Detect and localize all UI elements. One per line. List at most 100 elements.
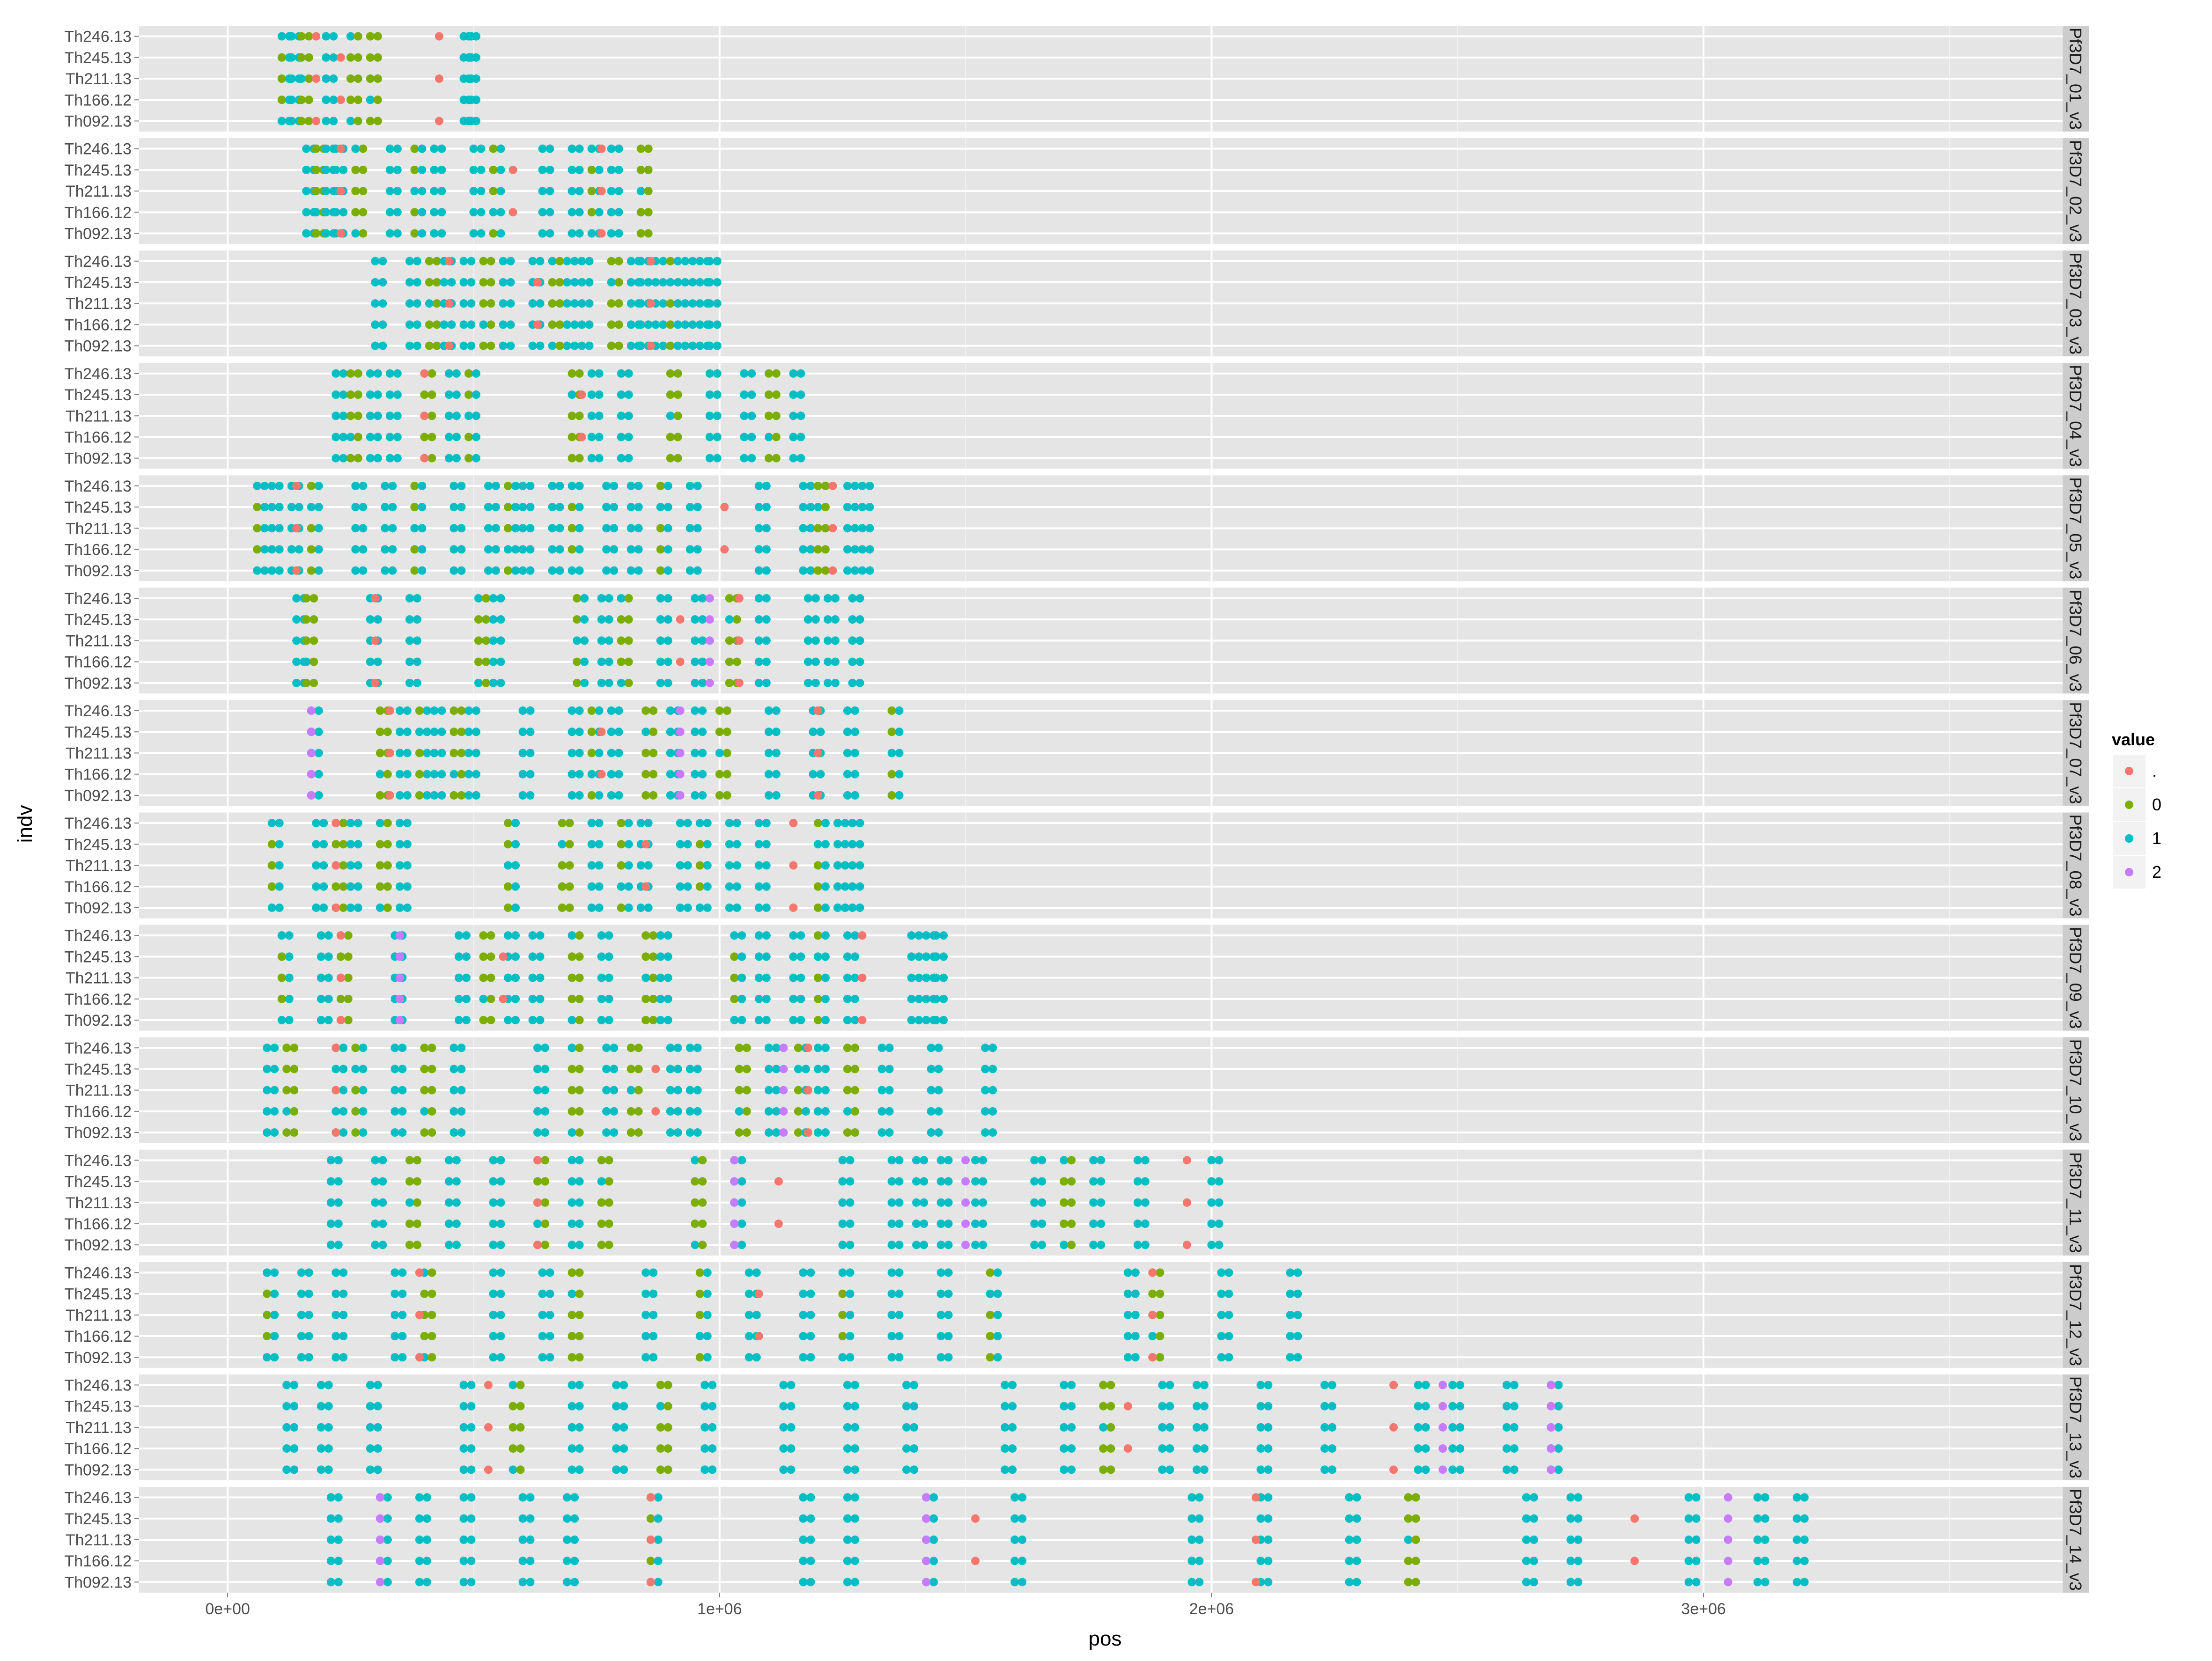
data-point (326, 1493, 335, 1502)
data-point (1547, 1381, 1556, 1389)
data-point (503, 973, 512, 982)
data-point (457, 1044, 466, 1052)
data-point (686, 503, 694, 512)
data-point (649, 791, 658, 800)
data-point (410, 229, 419, 238)
data-point (385, 706, 394, 715)
data-point (570, 299, 579, 308)
data-point (1207, 1198, 1216, 1207)
data-point (855, 657, 864, 666)
data-point (698, 1198, 707, 1207)
data-point (865, 566, 874, 575)
data-point (503, 861, 512, 870)
data-point (418, 545, 427, 554)
data-point (858, 566, 867, 575)
data-point (381, 545, 390, 554)
data-point (410, 545, 419, 554)
data-point (395, 728, 404, 736)
y-tick-label: Th211.13 (66, 857, 132, 875)
data-point (644, 903, 653, 912)
data-point (263, 1086, 272, 1095)
data-point (1215, 1241, 1224, 1249)
facet-panel: Th246.13Th245.13Th211.13Th166.12Th092.13… (64, 138, 2089, 244)
data-point (804, 1086, 812, 1095)
data-point (846, 1177, 855, 1186)
data-point (568, 369, 576, 378)
data-point (536, 341, 545, 350)
data-point (312, 882, 321, 891)
data-point (929, 1578, 938, 1587)
data-point (1352, 1578, 1361, 1587)
data-point (895, 749, 904, 757)
data-point (555, 545, 564, 554)
data-point (548, 320, 557, 329)
data-point (796, 994, 805, 1003)
data-point (425, 320, 434, 329)
data-point (1352, 1535, 1361, 1544)
data-point (376, 1493, 384, 1502)
data-point (336, 1016, 345, 1025)
data-point (457, 566, 466, 575)
data-point (979, 1177, 988, 1186)
data-point (263, 1065, 272, 1073)
data-point (310, 615, 318, 624)
data-point (762, 840, 771, 849)
data-point (359, 144, 368, 153)
data-point (366, 74, 375, 83)
data-point (850, 931, 859, 940)
data-point (723, 706, 731, 715)
data-point (1761, 1493, 1770, 1502)
data-point (496, 208, 505, 217)
x-tick-label: 3e+06 (1681, 1600, 1726, 1618)
data-point (843, 728, 852, 736)
data-point (1224, 1289, 1233, 1298)
data-point (568, 728, 576, 736)
data-point (518, 1578, 527, 1587)
data-point (754, 594, 763, 603)
data-point (877, 1086, 886, 1095)
data-point (1067, 1177, 1076, 1186)
data-point (1207, 1241, 1216, 1249)
data-point (546, 144, 554, 153)
data-point (715, 770, 724, 779)
data-point (617, 882, 626, 891)
data-point (558, 903, 567, 912)
data-point (676, 728, 685, 736)
data-point (496, 1241, 505, 1249)
data-point (359, 481, 368, 490)
data-point (1438, 1444, 1447, 1453)
data-point (705, 678, 714, 687)
data-point (457, 1128, 466, 1137)
legend-label: 2 (2152, 862, 2161, 882)
data-point (922, 1557, 931, 1565)
data-point (843, 1514, 852, 1523)
data-point (1456, 1465, 1465, 1474)
data-point (752, 1310, 761, 1319)
data-point (415, 1514, 424, 1523)
data-point (605, 1016, 613, 1025)
data-point (526, 1514, 535, 1523)
data-point (270, 1268, 279, 1277)
data-point (378, 257, 387, 265)
data-point (568, 1016, 576, 1025)
data-point (1097, 1241, 1106, 1249)
y-tick-label: Th166.12 (64, 1328, 132, 1345)
data-point (922, 973, 931, 982)
data-point (395, 903, 404, 912)
data-point (725, 903, 734, 912)
data-point (548, 545, 557, 554)
data-point (821, 503, 830, 512)
data-point (676, 840, 685, 849)
facet-strip (2063, 1149, 2089, 1256)
data-point (518, 566, 527, 575)
data-point (737, 931, 746, 940)
data-point (634, 545, 643, 554)
data-point (610, 524, 619, 533)
data-point (405, 1156, 414, 1165)
data-point (568, 187, 576, 196)
data-point (1001, 1444, 1010, 1453)
data-point (1123, 1444, 1132, 1453)
data-point (787, 1423, 796, 1432)
facet-strip (2063, 588, 2089, 694)
data-point (843, 1065, 852, 1073)
